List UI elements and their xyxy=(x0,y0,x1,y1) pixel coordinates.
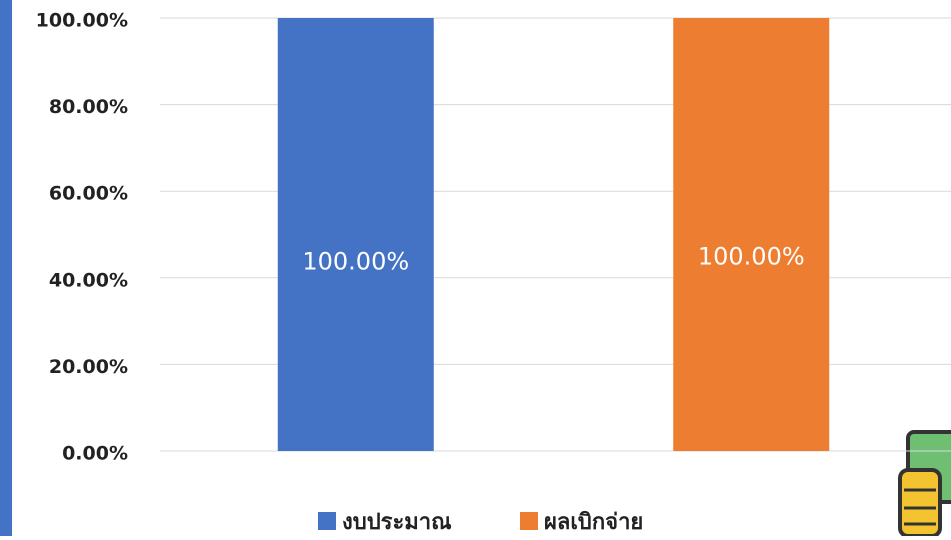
bar xyxy=(673,18,830,451)
side-strip xyxy=(0,0,12,536)
y-tick-label: 100.00% xyxy=(36,10,128,32)
legend-label: งบประมาณ xyxy=(342,510,452,535)
legend-swatch xyxy=(318,512,336,530)
y-tick-label: 60.00% xyxy=(49,183,128,205)
legend-label: ผลเบิกจ่าย xyxy=(544,510,643,535)
y-tick-label: 80.00% xyxy=(49,96,128,118)
y-tick-label: 0.00% xyxy=(62,443,128,465)
data-label: 100.00% xyxy=(302,248,409,276)
data-label: 100.00% xyxy=(698,243,805,271)
bar xyxy=(277,18,434,451)
y-tick-label: 20.00% xyxy=(49,356,128,378)
legend-swatch xyxy=(520,512,538,530)
y-tick-label: 40.00% xyxy=(49,269,128,291)
coin-icon xyxy=(898,430,951,538)
